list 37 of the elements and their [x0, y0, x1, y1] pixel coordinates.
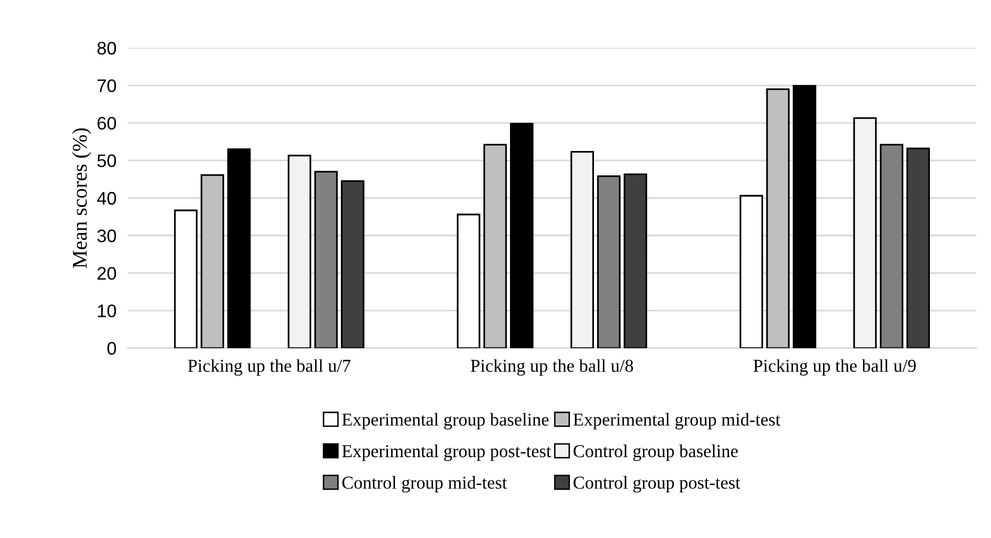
- bar: [766, 88, 790, 348]
- legend-label: Experimental group baseline: [342, 413, 549, 430]
- legend-label: Experimental group mid-test: [573, 413, 780, 430]
- bar: [174, 210, 198, 348]
- legend-label: Control group mid-test: [342, 476, 507, 492]
- y-tick-label: 50: [97, 154, 116, 168]
- x-tick-label: Picking up the ball u/8: [470, 359, 634, 376]
- bar: [906, 148, 930, 348]
- y-tick-label: 70: [98, 79, 116, 92]
- bar: [597, 175, 621, 348]
- y-tick-label: 60: [98, 116, 116, 130]
- legend-label: Control group baseline: [574, 444, 738, 461]
- y-tick-label: 0: [107, 342, 116, 355]
- bar: [624, 174, 648, 348]
- x-tick-label: Picking up the ball u/7: [188, 359, 350, 376]
- y-tick-label: 10: [98, 304, 116, 318]
- bar: [792, 84, 816, 348]
- bar: [200, 174, 224, 348]
- bar: [853, 117, 877, 348]
- bar: [740, 194, 764, 348]
- bar: [483, 144, 507, 348]
- bar: [510, 122, 534, 348]
- bar: [456, 214, 480, 348]
- bar: [340, 180, 364, 348]
- legend-label: Control group post-test: [574, 476, 740, 492]
- bar: [227, 148, 251, 348]
- bar: [880, 144, 904, 348]
- bar: [570, 150, 594, 348]
- legend-label: Experimental group post-test: [342, 444, 552, 461]
- y-tick-label: 40: [97, 192, 116, 205]
- y-tick-label: 80: [97, 42, 116, 55]
- y-tick-label: 30: [97, 229, 116, 242]
- y-axis-title: Mean scores (%): [72, 128, 92, 268]
- bar: [288, 154, 312, 348]
- bar: [314, 170, 338, 348]
- x-tick-label: Picking up the ball u/9: [754, 359, 916, 376]
- y-tick-label: 20: [98, 266, 116, 280]
